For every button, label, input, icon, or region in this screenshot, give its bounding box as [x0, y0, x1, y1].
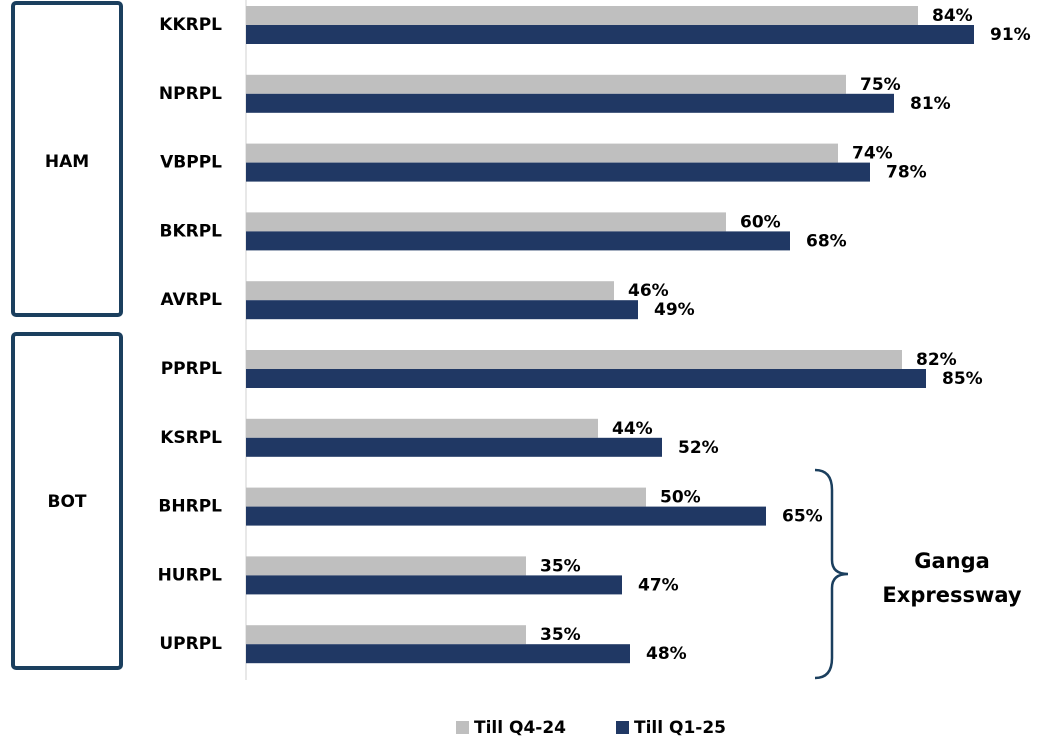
data-label: 74%: [852, 144, 893, 164]
bar: [246, 506, 766, 526]
data-label: 44%: [612, 419, 653, 439]
bar: [246, 437, 662, 457]
bar: [246, 231, 790, 251]
data-label: 46%: [628, 281, 669, 301]
bar: [246, 212, 726, 232]
y-tick-label: BHRPL: [158, 497, 222, 517]
legend-swatch: [616, 721, 629, 734]
data-label: 50%: [660, 488, 701, 508]
brace: [814, 468, 849, 680]
bar: [246, 143, 838, 163]
data-label: 68%: [806, 231, 847, 251]
bar: [246, 6, 918, 25]
y-tick-label: NPRPL: [159, 84, 222, 104]
data-label: 47%: [638, 575, 679, 595]
group-label: BOT: [47, 492, 86, 512]
y-tick-label: PPRPL: [161, 359, 222, 379]
data-label: 52%: [678, 438, 719, 458]
legend-swatch: [456, 721, 469, 734]
bar: [246, 300, 638, 320]
bar: [246, 418, 598, 438]
y-tick-label: HURPL: [158, 565, 223, 585]
bar: [246, 556, 526, 576]
data-label: 81%: [910, 94, 951, 114]
data-label: 78%: [886, 163, 927, 183]
bar: [246, 281, 614, 301]
group-box: [11, 332, 123, 670]
data-label: 49%: [654, 300, 695, 320]
group-box: [11, 1, 123, 317]
y-tick-label: KSRPL: [160, 428, 222, 448]
bar: [246, 162, 870, 182]
annotation: Ganga Expressway: [882, 549, 1021, 607]
data-label: 84%: [932, 6, 973, 26]
group-label: HAM: [45, 152, 89, 172]
y-tick-label: AVRPL: [160, 290, 222, 310]
bar: [246, 369, 926, 388]
y-tick-label: KKRPL: [159, 15, 222, 35]
bar: [246, 625, 526, 645]
data-label: 60%: [740, 212, 781, 232]
y-tick-label: VBPPL: [160, 153, 222, 173]
data-label: 91%: [990, 25, 1031, 45]
bar: [246, 575, 622, 595]
data-label: 35%: [540, 556, 581, 576]
bar: [246, 74, 846, 94]
bar: [246, 644, 630, 664]
data-label: 35%: [540, 625, 581, 645]
legend-label: Till Q1-25: [634, 718, 726, 738]
data-label: 48%: [646, 644, 687, 664]
data-label: 75%: [860, 75, 901, 95]
bar: [246, 25, 974, 44]
bar: [246, 487, 646, 507]
y-tick-label: BKRPL: [159, 221, 222, 241]
legend-label: Till Q4-24: [474, 718, 566, 738]
data-label: 82%: [916, 350, 957, 370]
y-tick-label: UPRPL: [159, 634, 222, 654]
bar: [246, 350, 902, 369]
data-label: 85%: [942, 369, 983, 389]
data-label: 65%: [782, 507, 823, 527]
bar: [246, 93, 894, 113]
